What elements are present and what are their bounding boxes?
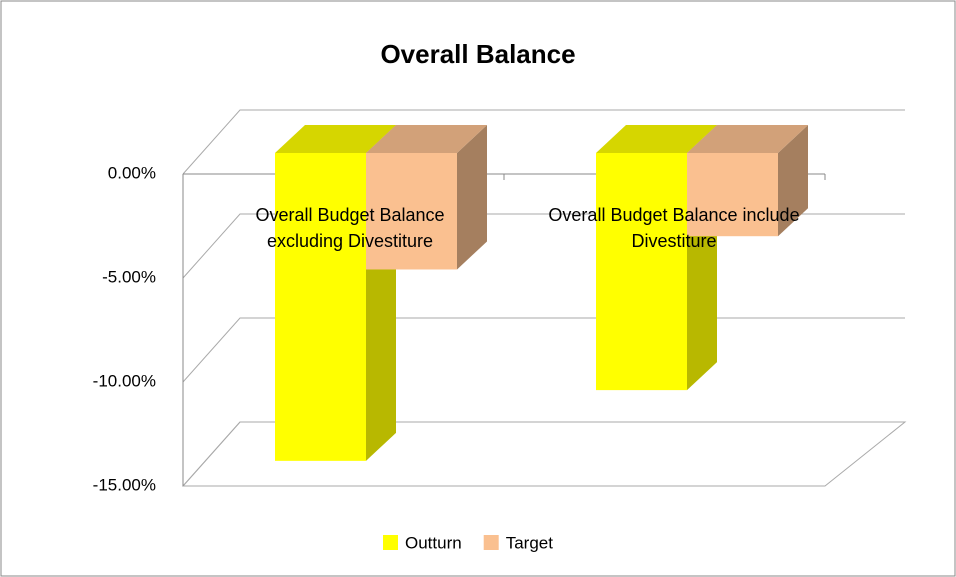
y-tick-label: 0.00% [108,163,156,182]
grid-line [182,109,905,175]
bar-front [596,153,687,391]
chart-title: Overall Balance [380,39,575,69]
bar [596,125,717,391]
bar-top [366,125,487,153]
bar-front [687,153,778,237]
y-tick-label: -5.00% [102,267,156,286]
legend-label: Outturn [405,533,462,552]
bar [687,125,808,237]
bar-front [275,153,366,461]
category-label: Overall Budget Balance include Divestitu… [548,205,800,251]
bar-side [457,125,487,270]
y-tick-label: -15.00% [93,475,156,494]
bar-top [687,125,808,153]
legend-swatch [383,535,398,550]
bar-side [778,125,808,237]
legend-label: Target [506,533,554,552]
bar-top [275,125,396,153]
bar [366,125,487,270]
grid-line [182,421,905,487]
category-label: Overall Budget Balance excluding Divesti… [255,205,445,251]
y-tick-label: -10.00% [93,371,156,390]
legend-swatch [483,535,499,550]
bar-top [596,125,717,153]
bar-front [366,153,457,270]
